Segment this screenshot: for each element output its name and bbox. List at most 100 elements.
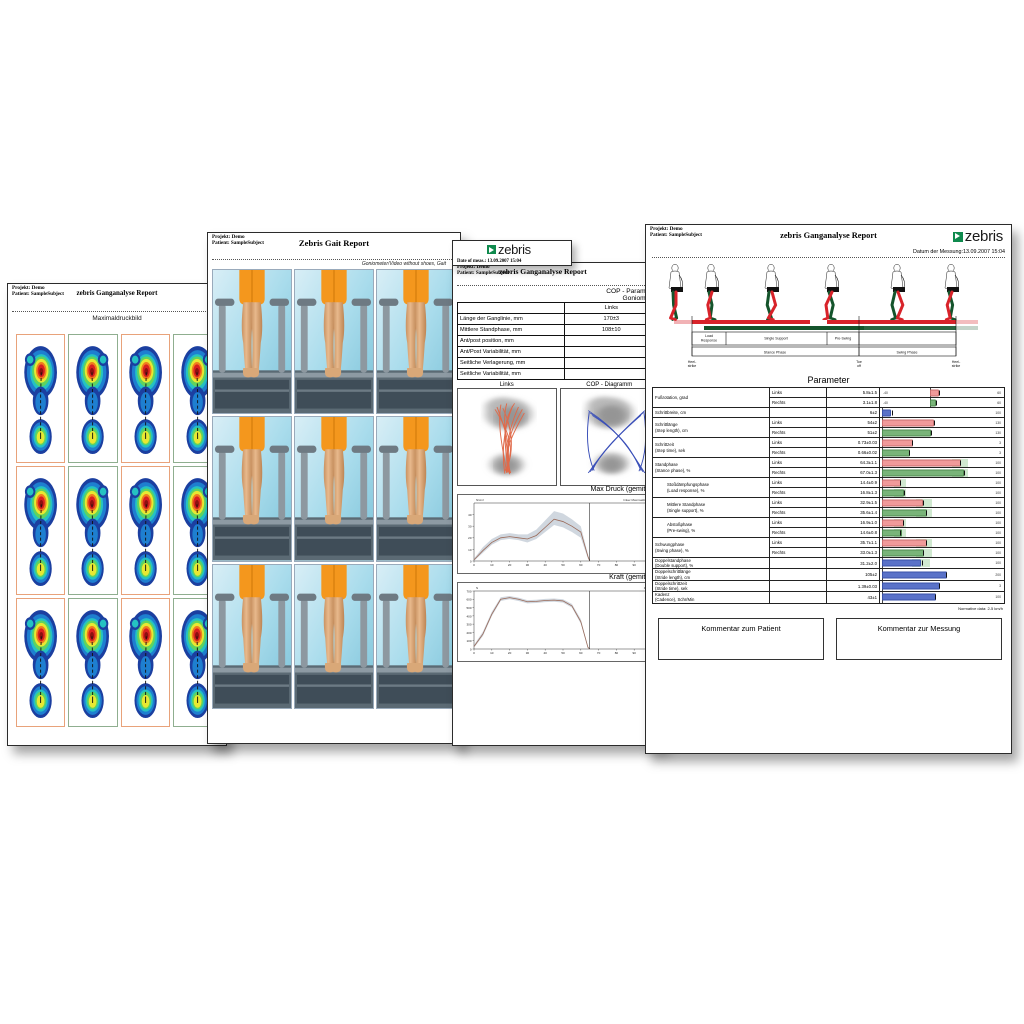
- parameter-row: Schrittlänge (Step length), cm Links 54±2 13…: [652, 417, 1005, 438]
- parameter-side-left: Links: [769, 537, 827, 548]
- svg-text:400: 400: [466, 614, 471, 618]
- comment-measurement-box[interactable]: Kommentar zur Messung: [836, 618, 1002, 660]
- parameter-side-right: Rechts: [769, 447, 827, 458]
- parameter-value-left: 16.9±1.0: [826, 517, 880, 528]
- doc4-project-info: Projekt: Demo Patient: SampleSubject: [650, 226, 702, 239]
- axis-max-label: 100: [995, 410, 1001, 415]
- parameter-value-right: 35.6±1.4: [826, 507, 880, 518]
- cop-row-label: Ant/Post Variabilität, mm: [457, 346, 565, 358]
- document-pressure-report[interactable]: Projekt: Demo Patient: SampleSubject zeb…: [7, 283, 227, 746]
- svg-text:40: 40: [544, 651, 548, 655]
- doc2-divider: [212, 259, 456, 260]
- parameter-bar-cell-right: -40 60: [879, 397, 1005, 408]
- parameter-bar: [882, 469, 965, 476]
- svg-text:Toe: Toe: [856, 360, 862, 364]
- cop-row-label: Länge der Ganglinie, mm: [457, 313, 565, 325]
- gait-video-frame: 9.9 s: [294, 269, 374, 415]
- svg-text:Heel-: Heel-: [688, 360, 697, 364]
- parameter-value-left: 0.73±0.03: [826, 437, 880, 448]
- gait-video-frame: 11.4 s: [376, 416, 456, 562]
- parameter-value-right: 3.1±1.8: [826, 397, 880, 408]
- parameter-bar: [882, 409, 892, 416]
- svg-text:40: 40: [468, 513, 472, 517]
- error-whisker: [909, 450, 911, 455]
- parameter-value-left: 64.3±1.1: [826, 457, 880, 468]
- axis-max-label: 100: [995, 561, 1001, 566]
- svg-text:30: 30: [526, 563, 530, 567]
- parameter-bar-cell-both: 100: [879, 407, 1005, 418]
- pressure-footprint-right: [68, 334, 118, 463]
- svg-text:90: 90: [633, 563, 637, 567]
- cop-row-label: Seitliche Variabilität, mm: [457, 368, 565, 380]
- axis-max-label: 100: [995, 520, 1001, 525]
- error-whisker: [900, 530, 902, 535]
- footprint-image: [126, 603, 165, 722]
- svg-text:20: 20: [508, 651, 512, 655]
- doc2-title: Zebris Gait Report: [298, 238, 370, 248]
- document-cop-report[interactable]: Projekt: Demo Patient: SampleSubject zeb…: [452, 262, 664, 746]
- error-whisker: [891, 410, 893, 415]
- pressure-footprint-left: [16, 598, 66, 727]
- error-whisker: [946, 572, 948, 578]
- parameter-value-right: 16.8±1.3: [826, 487, 880, 498]
- parameter-bar-cell-left: 100: [879, 477, 1005, 488]
- pressure-image-grid: [16, 334, 222, 727]
- parameter-side-left: Links: [769, 387, 827, 398]
- parameter-bar-cell-right: 100: [879, 547, 1005, 558]
- normative-data-note: Normative data: 2-5 km/h: [958, 606, 1003, 611]
- svg-text:strike: strike: [688, 364, 697, 368]
- parameter-bar-cell-left: 100: [879, 457, 1005, 468]
- zebris-mark-icon: [952, 231, 963, 242]
- parameter-bar: [882, 593, 936, 601]
- pressure-footprint-left: [120, 466, 170, 595]
- parameter-bar-cell-both: 100: [879, 556, 1005, 570]
- parameter-bar: [882, 489, 905, 496]
- svg-text:600: 600: [466, 598, 471, 602]
- svg-text:90: 90: [633, 651, 637, 655]
- svg-text:0: 0: [473, 563, 475, 567]
- parameter-value-both: 43±1: [826, 591, 880, 604]
- svg-text:20: 20: [508, 563, 512, 567]
- svg-text:linker Maximaldruck: linker Maximaldruck: [623, 498, 650, 502]
- gait-video-frame: 12.5 s: [376, 563, 456, 709]
- cop-table-row: Seitliche Variabilität, mm: [457, 368, 660, 380]
- axis-max-label: 60: [997, 390, 1001, 395]
- parameter-side-right: Rechts: [769, 427, 827, 438]
- force-chart: 0 100 200 300 400 500 600 700 0 10 20 30 40 50 60 70 80 9…: [457, 582, 659, 662]
- parameter-bar-cell-left: 100: [879, 517, 1005, 528]
- svg-text:Stance Phase: Stance Phase: [764, 351, 786, 355]
- doc2-subtitle: Goniometer/Video without shoes, Gait: [361, 261, 446, 267]
- zebris-wordmark: zebris: [964, 228, 1004, 245]
- cop-left-caption: Links: [499, 382, 514, 388]
- error-whisker: [938, 390, 940, 395]
- doc3-logo-strip: zebris Date of meas.: 13.09.2007 15:04: [452, 240, 572, 266]
- doc3-patient: Patient: SampleSubject: [457, 270, 510, 277]
- svg-text:70: 70: [597, 651, 601, 655]
- axis-max-label: 3: [999, 440, 1001, 445]
- parameter-row: Fußrotation, grad Links 5.8±1.5 -40 60: [652, 387, 1005, 408]
- cop-row-label: Ant/post position, mm: [457, 335, 565, 347]
- document-gait-analysis-report[interactable]: Projekt: Demo Patient: SampleSubject zeb…: [645, 224, 1012, 754]
- doc4-date-of-measurement: Datum der Messung:13.09.2007 15:04: [912, 249, 1005, 255]
- footprint-image: [21, 471, 60, 590]
- parameter-bar: [882, 429, 932, 436]
- document-gait-report[interactable]: Projekt: Demo Patient: SampleSubject Zeb…: [207, 232, 461, 744]
- axis-max-label: 200: [995, 572, 1001, 577]
- parameter-value-right: 67.0±1.3: [826, 467, 880, 478]
- cop-parameter-heading: COP - Parameter: [606, 288, 657, 295]
- parameter-row: Rechts 35.6±1.4 100: [653, 507, 1005, 518]
- svg-text:60: 60: [579, 563, 583, 567]
- comment-patient-box[interactable]: Kommentar zum Patient: [658, 618, 824, 660]
- cop-table-row: Ant/Post Variabilität, mm: [457, 346, 660, 358]
- error-whisker: [934, 594, 936, 600]
- parameter-bar: [930, 399, 936, 406]
- axis-max-label: 100: [995, 530, 1001, 535]
- parameter-row: Standphase (Stance phase), % Links 64.3±1.1…: [652, 457, 1005, 478]
- parameter-value-both: 1.39±0.03: [826, 579, 880, 593]
- parameter-label: Schrittlänge (Step length), cm: [652, 417, 770, 438]
- svg-text:Heel-: Heel-: [952, 360, 961, 364]
- footprint-image: [21, 603, 60, 722]
- parameter-value-right: 51±2: [826, 427, 880, 438]
- svg-text:30: 30: [468, 525, 472, 529]
- gait-video-frame: 11.0 s: [294, 416, 374, 562]
